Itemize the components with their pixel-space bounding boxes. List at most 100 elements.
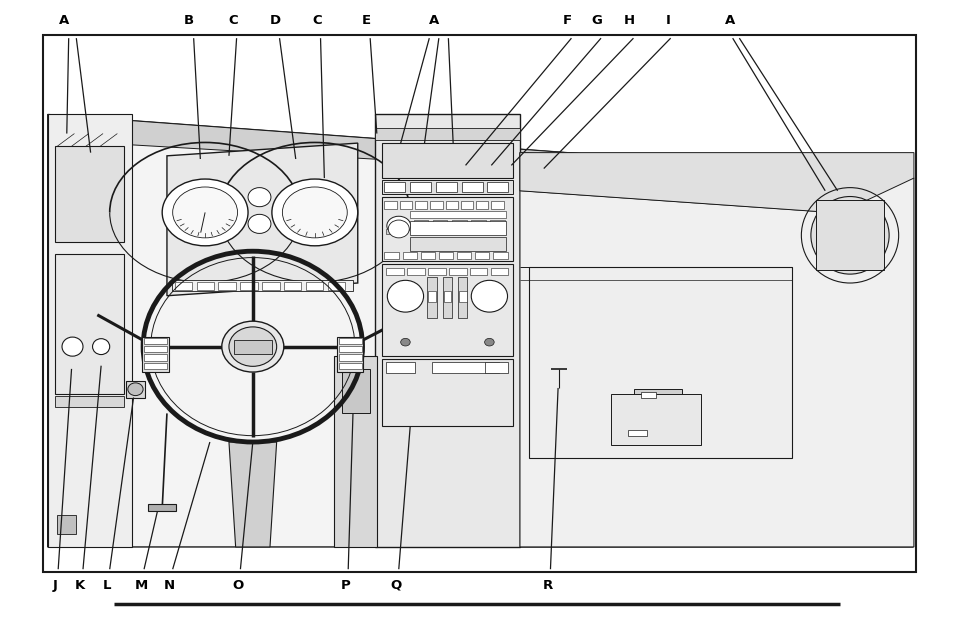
Bar (341, 369, 370, 413)
Bar (491, 268, 508, 275)
Text: F: F (562, 14, 572, 27)
Text: H: H (623, 14, 635, 27)
Bar (142, 337, 169, 372)
Bar (427, 277, 436, 318)
Bar (55, 396, 124, 407)
Bar (306, 282, 323, 290)
Bar (402, 252, 416, 259)
Ellipse shape (92, 338, 110, 354)
Ellipse shape (248, 214, 271, 233)
Ellipse shape (248, 188, 271, 207)
Ellipse shape (388, 220, 409, 238)
Bar (381, 359, 513, 426)
Bar (336, 337, 363, 372)
Bar (436, 182, 456, 192)
Bar (484, 362, 508, 373)
Text: D: D (270, 14, 281, 27)
Ellipse shape (162, 179, 248, 245)
Ellipse shape (229, 327, 276, 366)
Bar (815, 200, 883, 270)
Text: L: L (103, 579, 111, 591)
Bar (432, 362, 498, 373)
Bar (433, 220, 447, 228)
Bar (172, 280, 353, 291)
Polygon shape (48, 114, 912, 191)
Polygon shape (229, 442, 276, 547)
Bar (384, 201, 396, 209)
Text: I: I (664, 14, 670, 27)
Bar (461, 182, 482, 192)
Bar (381, 197, 513, 261)
Bar (470, 268, 487, 275)
Bar (55, 254, 124, 394)
Bar (174, 282, 192, 290)
Text: R: R (542, 579, 552, 591)
Polygon shape (375, 114, 519, 547)
Bar (410, 182, 431, 192)
Bar (410, 221, 505, 235)
Bar (144, 338, 167, 344)
Text: O: O (232, 579, 243, 591)
Text: Q: Q (390, 579, 401, 591)
Bar (410, 211, 505, 218)
Bar (415, 201, 427, 209)
Bar (381, 264, 513, 356)
Bar (491, 201, 503, 209)
Ellipse shape (810, 197, 888, 274)
Bar (148, 504, 176, 511)
Bar (428, 268, 445, 275)
Bar (126, 381, 145, 398)
Bar (386, 229, 405, 234)
Bar (445, 201, 457, 209)
Bar (375, 128, 519, 140)
Bar (493, 252, 507, 259)
Text: B: B (184, 14, 193, 27)
Ellipse shape (471, 280, 507, 312)
Bar (490, 220, 504, 228)
Text: A: A (429, 14, 438, 27)
Text: G: G (591, 14, 602, 27)
Ellipse shape (221, 321, 284, 372)
Bar (196, 282, 213, 290)
Bar (442, 277, 452, 318)
Text: A: A (724, 14, 734, 27)
Bar (410, 237, 505, 251)
Bar (218, 282, 235, 290)
Bar (460, 201, 473, 209)
Bar (57, 515, 76, 534)
Bar (240, 282, 257, 290)
Bar (384, 252, 398, 259)
Polygon shape (48, 114, 132, 547)
Bar (386, 268, 403, 275)
Bar (338, 363, 361, 369)
Bar (399, 201, 412, 209)
Ellipse shape (400, 338, 410, 346)
Text: C: C (228, 14, 237, 27)
Bar (381, 143, 513, 178)
Bar (144, 346, 167, 352)
Bar (627, 430, 646, 436)
Bar (471, 220, 485, 228)
Bar (458, 291, 466, 302)
Bar (640, 392, 656, 398)
Bar (475, 252, 489, 259)
Bar (449, 268, 466, 275)
Bar (476, 201, 488, 209)
Bar (262, 282, 279, 290)
Bar (610, 394, 700, 445)
Bar (487, 182, 508, 192)
Text: N: N (164, 579, 175, 591)
Ellipse shape (172, 187, 237, 238)
Bar (144, 354, 167, 361)
Bar (338, 338, 361, 344)
Polygon shape (529, 267, 791, 458)
Bar (284, 282, 301, 290)
Text: A: A (59, 14, 69, 27)
Ellipse shape (62, 337, 83, 356)
Bar (443, 291, 451, 302)
Bar (430, 201, 442, 209)
Bar (407, 268, 424, 275)
Polygon shape (167, 143, 357, 296)
Bar (414, 220, 428, 228)
Ellipse shape (282, 187, 347, 238)
